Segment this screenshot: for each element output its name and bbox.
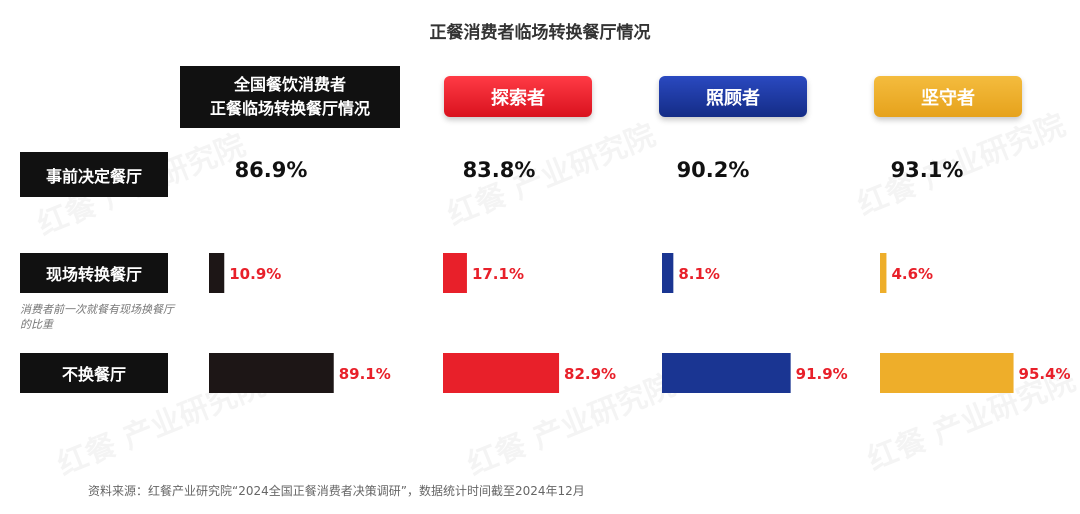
bar-switch-1 — [443, 253, 467, 293]
corner-header-line-2: 正餐临场转换餐厅情况 — [209, 99, 370, 118]
segment-header-caretaker: 照顾者 — [659, 76, 807, 117]
row-note: 消费者前一次就餐有现场换餐厅的比重 — [20, 303, 174, 331]
bar-label-switch-0: 10.9% — [229, 265, 281, 283]
chart-title: 正餐消费者临场转换餐厅情况 — [429, 23, 651, 43]
corner-header-line-1: 全国餐饮消费者 — [233, 75, 346, 94]
source-note: 资料来源：红餐产业研究院“2024全国正餐消费者决策调研”，数据统计时间截至20… — [88, 484, 585, 498]
row-label-no-switch: 不换餐厅 — [20, 353, 168, 393]
segment-header-explorer: 探索者 — [444, 76, 592, 117]
bar-label-no-switch-1: 82.9% — [564, 365, 616, 383]
bar-no-switch-2 — [662, 353, 791, 393]
bar-no-switch-1 — [443, 353, 560, 393]
bar-label-no-switch-3: 95.4% — [1019, 365, 1071, 383]
bar-no-switch-3 — [880, 353, 1014, 393]
bar-label-no-switch-0: 89.1% — [339, 365, 391, 383]
bar-switch-2 — [662, 253, 674, 293]
pct-pre-decided-overall: 86.9% — [234, 158, 308, 182]
pct-pre-decided-keeper: 93.1% — [890, 158, 964, 182]
bar-label-switch-2: 8.1% — [678, 265, 720, 283]
corner-header: 全国餐饮消费者 正餐临场转换餐厅情况 — [180, 66, 400, 128]
segment-header-keeper: 坚守者 — [874, 76, 1022, 117]
row-label-pre-decided: 事前决定餐厅 — [20, 152, 168, 197]
bar-label-no-switch-2: 91.9% — [796, 365, 848, 383]
pct-pre-decided-caretaker: 90.2% — [676, 158, 750, 182]
bar-label-switch-3: 4.6% — [891, 265, 933, 283]
bar-label-switch-1: 17.1% — [472, 265, 524, 283]
bar-no-switch-0 — [209, 353, 334, 393]
bar-switch-3 — [880, 253, 887, 293]
pct-pre-decided-explorer: 83.8% — [462, 158, 536, 182]
bar-switch-0 — [209, 253, 225, 293]
row-label-switch: 现场转换餐厅 — [20, 253, 168, 293]
